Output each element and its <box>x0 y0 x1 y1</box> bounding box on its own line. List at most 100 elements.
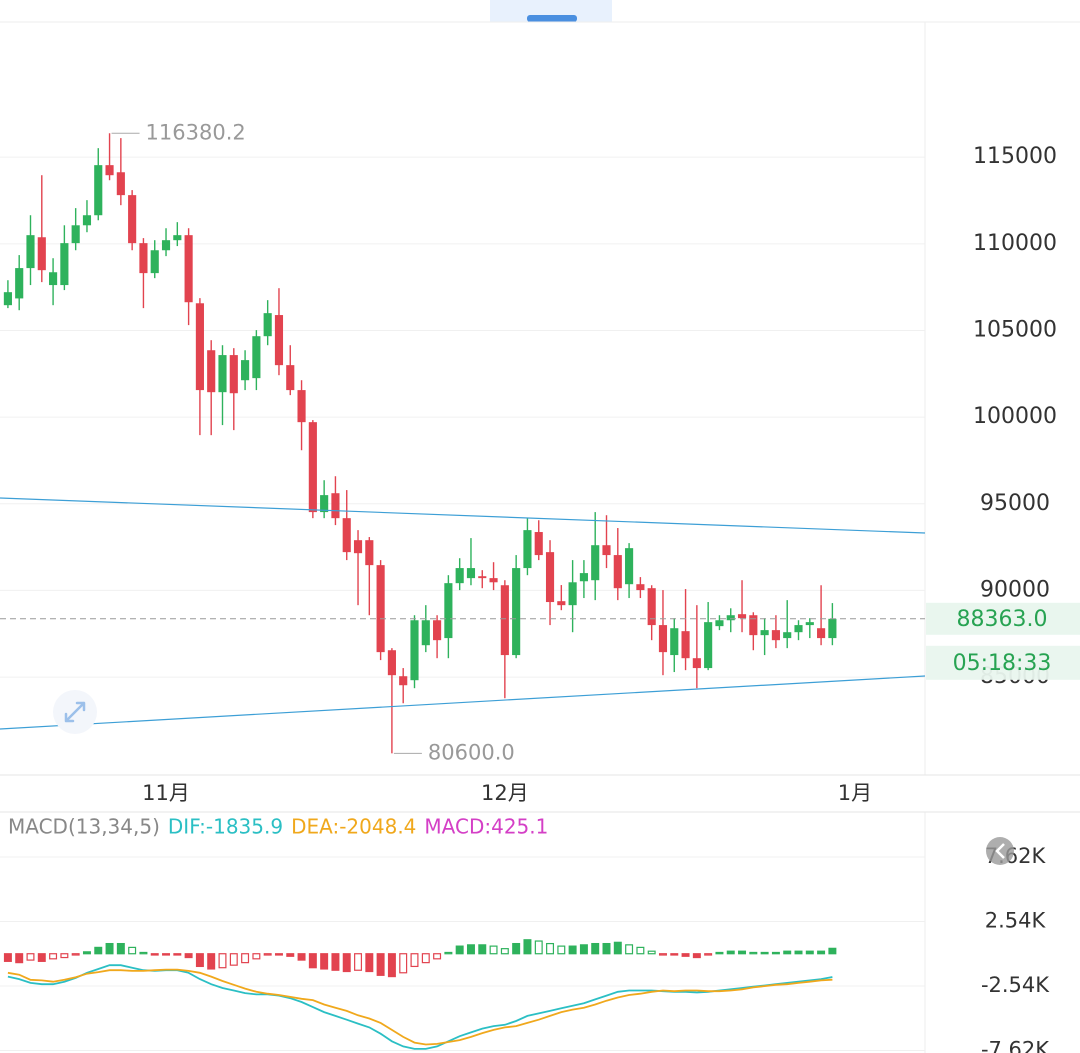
plot-layer: 8500090000950001000001050001100001150001… <box>0 120 1057 1053</box>
candle-body <box>207 350 216 393</box>
candle-body <box>37 237 46 271</box>
countdown-label: 05:18:33 <box>953 651 1052 676</box>
candle-body <box>94 165 103 216</box>
candle-body <box>478 576 487 579</box>
y-tick-label: -7.62K <box>981 1037 1050 1053</box>
candle-body <box>229 355 238 394</box>
y-tick-label: 90000 <box>980 577 1050 602</box>
candle-body <box>297 390 306 423</box>
macd-bar <box>354 953 363 971</box>
tab-highlight[interactable] <box>490 0 612 22</box>
candle-body <box>320 495 329 513</box>
macd-bar <box>726 950 735 955</box>
candle-body <box>71 225 80 244</box>
macd-bar <box>139 951 148 955</box>
candle-body <box>523 530 532 569</box>
macd-bar <box>692 953 701 959</box>
candle-body <box>26 235 35 269</box>
legend-entry: DEA:-2048.4 <box>291 815 416 839</box>
candle-body <box>636 584 645 591</box>
candle-body <box>794 625 803 633</box>
candle-body <box>749 615 758 636</box>
macd-bar <box>37 953 46 962</box>
candle-body <box>399 676 408 686</box>
candle-body <box>579 573 588 582</box>
current-price-box <box>926 602 1080 635</box>
candle-body <box>105 165 114 176</box>
candle-body <box>286 365 295 391</box>
y-tick-label: 100000 <box>973 404 1057 429</box>
macd-bar <box>3 953 12 962</box>
candle-body <box>365 540 374 566</box>
macd-bar <box>207 953 216 970</box>
candle-body <box>139 243 148 274</box>
candle-body <box>670 628 679 656</box>
y-tick-label: 105000 <box>973 317 1057 342</box>
candle-body <box>444 583 453 639</box>
macd-bar <box>500 948 509 955</box>
candle-body <box>828 618 837 639</box>
macd-line <box>7 968 833 1046</box>
tab-indicator <box>527 15 577 22</box>
macd-bar <box>331 953 340 971</box>
candle-body <box>387 650 396 676</box>
macd-bar <box>817 950 826 955</box>
countdown-box <box>926 645 1080 680</box>
macd-bar <box>647 950 656 955</box>
macd-bar <box>342 953 351 973</box>
macd-bar <box>455 945 464 955</box>
legend-entry: DIF:-1835.9 <box>168 815 283 839</box>
candle-body <box>625 548 634 585</box>
candle-body <box>274 315 284 366</box>
candle-body <box>195 303 204 391</box>
candle-body <box>342 518 351 553</box>
candle-body <box>82 215 92 226</box>
macd-bar <box>71 953 80 956</box>
candle-body <box>692 658 701 669</box>
candle-body <box>726 615 735 621</box>
macd-bar <box>274 953 283 956</box>
candle-body <box>512 568 521 656</box>
macd-bar <box>658 953 667 956</box>
x-tick-label: 1月 <box>838 781 872 805</box>
macd-bar <box>410 953 419 968</box>
legend-entry: MACD:425.1 <box>424 815 548 839</box>
macd-bar <box>557 945 566 955</box>
macd-bar <box>162 953 171 956</box>
candle-body <box>184 235 193 303</box>
macd-bar <box>704 953 713 956</box>
candle-body <box>353 540 363 554</box>
candle-body <box>308 422 317 513</box>
macd-bar <box>128 946 137 955</box>
candle-body <box>568 582 577 606</box>
macd-bar <box>433 953 442 960</box>
macd-bar <box>489 945 498 955</box>
macd-bar <box>625 944 634 955</box>
trend-line <box>0 675 926 730</box>
low-marker-label: 80600.0 <box>428 740 515 764</box>
candle-body <box>681 631 690 659</box>
candle-body <box>376 565 385 653</box>
macd-bar <box>195 953 204 968</box>
macd-bar <box>218 953 227 969</box>
candle-body <box>613 555 622 589</box>
macd-bar <box>749 951 758 955</box>
y-tick-label: 110000 <box>973 231 1057 256</box>
macd-bar <box>15 953 24 964</box>
candle-body <box>602 545 611 556</box>
candle-body <box>161 240 171 251</box>
candle-body <box>252 336 261 379</box>
expand-button[interactable] <box>53 690 97 734</box>
macd-bar <box>534 940 543 955</box>
y-tick-label: 115000 <box>973 144 1057 169</box>
collapse-button[interactable] <box>986 837 1014 865</box>
macd-bar <box>150 953 159 956</box>
candle-body <box>60 243 69 286</box>
candle-body <box>49 272 58 286</box>
candle-body <box>591 545 600 581</box>
candle-body <box>771 630 780 641</box>
candle-body <box>805 622 814 626</box>
y-tick-label: 2.54K <box>985 908 1047 932</box>
macd-bar <box>421 953 430 964</box>
